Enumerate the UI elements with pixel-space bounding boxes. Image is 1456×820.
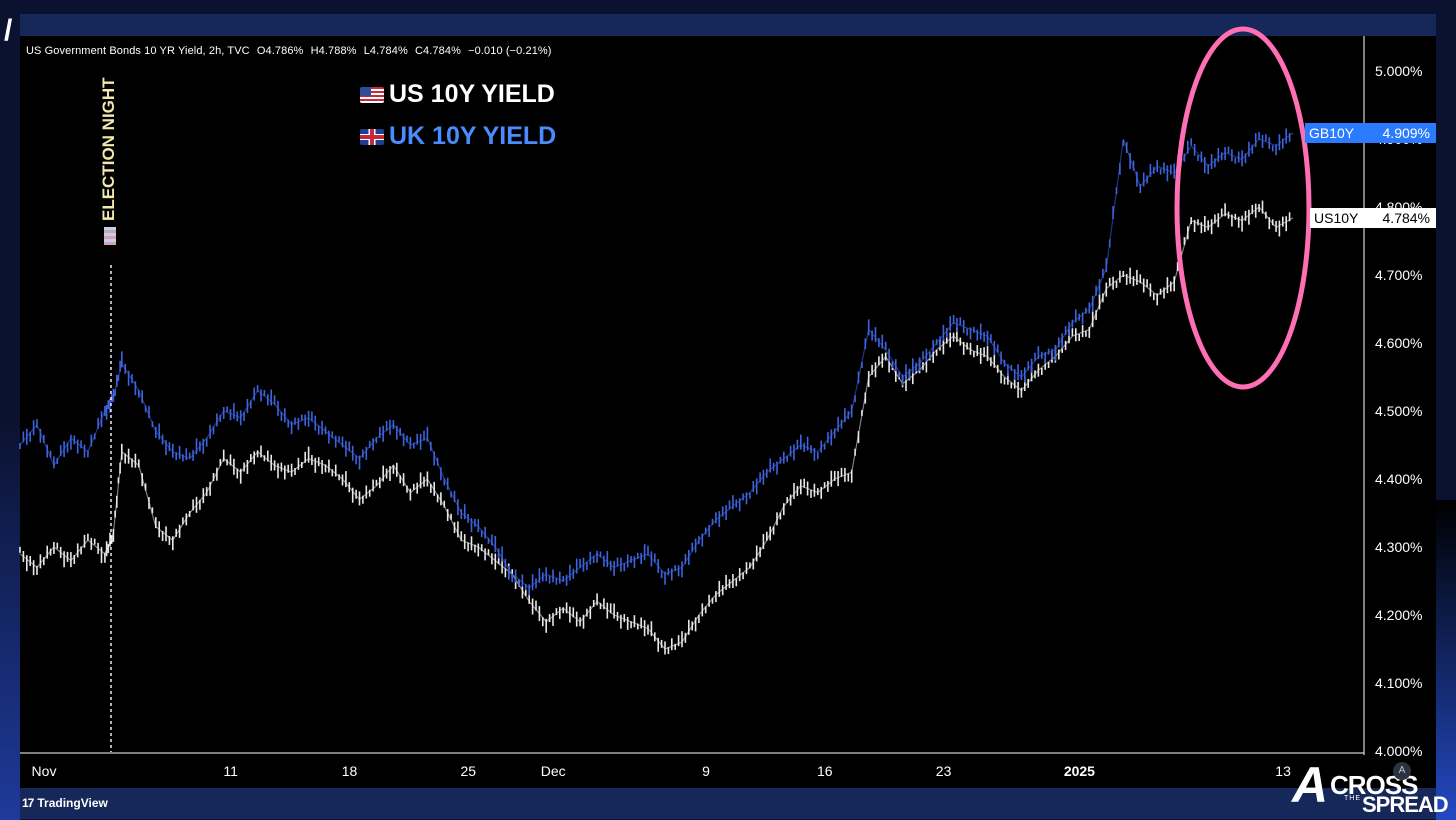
brand-a-mark: A [1292,757,1329,813]
ohlc-low: L4.784% [363,45,408,57]
legend-us: US 10Y YIELD [360,80,555,109]
brand-the: THE [1344,795,1361,802]
legend-uk-label: UK 10Y YIELD [389,122,557,150]
left-glow [0,420,20,820]
across-the-spread-logo: A CROSS THE SPREAD [1290,757,1456,819]
tradingview-icon: 17 [22,796,34,810]
us10y-value: 4.784% [1382,210,1430,226]
y-tick-label-7: 4.700% [1375,267,1422,283]
legend-uk: UK 10Y YIELD [360,122,556,151]
bottom-bar [20,788,1436,819]
y-tick-label-2: 4.200% [1375,607,1422,623]
ohlc-title: US Government Bonds 10 YR Yield, 2h, TVC [26,45,250,57]
y-tick-label-1: 4.100% [1375,675,1422,691]
us10y-symbol: US10Y [1314,210,1359,226]
ohlc-close: C4.784% [415,45,461,57]
top-left-logo-fragment: / [4,14,13,47]
x-tick-label-7: 23 [936,763,952,779]
y-tick-label-4: 4.400% [1375,471,1422,487]
y-tick-label-10: 5.000% [1375,63,1422,79]
series-line-0 [19,206,1294,650]
y-tick-label-3: 4.300% [1375,539,1422,555]
x-tick-label-9: 13 [1275,763,1291,779]
gb10y-value: 4.909% [1382,125,1430,141]
series-us-10y [19,200,1294,655]
series-uk-10y [19,128,1294,596]
election-annotation: ELECTION NIGHT [99,77,129,435]
legend-us-label: US 10Y YIELD [389,80,555,108]
x-tick-label-6: 16 [817,763,833,779]
top-band [20,14,1436,36]
chart-area[interactable] [20,36,1436,788]
x-axis-ticks: Nov 11 18 25 Dec 9 16 23 2025 13 [32,763,1292,779]
y-tick-label-0: 4.000% [1375,743,1422,759]
ohlc-readout: US Government Bonds 10 YR Yield, 2h, TVC… [26,45,556,57]
x-tick-label-5: 9 [702,763,710,779]
series-line-1 [19,132,1294,589]
y-axis-ticks: 4.000% 4.100% 4.200% 4.300% 4.400% 4.500% 4.60… [1375,63,1422,759]
x-tick-label-3: 25 [461,763,477,779]
tradingview-label: TradingView [37,796,108,810]
tradingview-logo[interactable]: 17 TradingView [22,796,108,810]
x-tick-label-0: Nov [32,763,57,779]
ohlc-high: H4.788% [310,45,357,57]
x-tick-label-4: Dec [541,763,566,779]
gb10y-symbol: GB10Y [1309,125,1355,141]
x-tick-label-1: 11 [223,763,238,779]
y-tick-label-5: 4.500% [1375,403,1422,419]
brand-line2: SPREAD [1362,792,1449,817]
ohlc-open: O4.786% [256,45,304,57]
gb10y-price-tag: GB10Y 4.909% [1305,123,1436,143]
auto-scale-button[interactable]: A [1393,762,1411,780]
us-flag-icon [103,227,116,245]
ohlc-change: −0.010 (−0.21%) [468,45,552,57]
us-flag-icon [360,87,384,104]
right-glow [1436,500,1456,820]
x-tick-label-2: 18 [342,763,358,779]
y-tick-label-6: 4.600% [1375,335,1422,351]
us10y-price-tag: US10Y 4.784% [1310,208,1436,228]
x-tick-label-8: 2025 [1064,763,1095,779]
election-label: ELECTION NIGHT [99,77,118,221]
uk-flag-icon [360,129,384,146]
highlight-ellipse [1174,26,1312,390]
